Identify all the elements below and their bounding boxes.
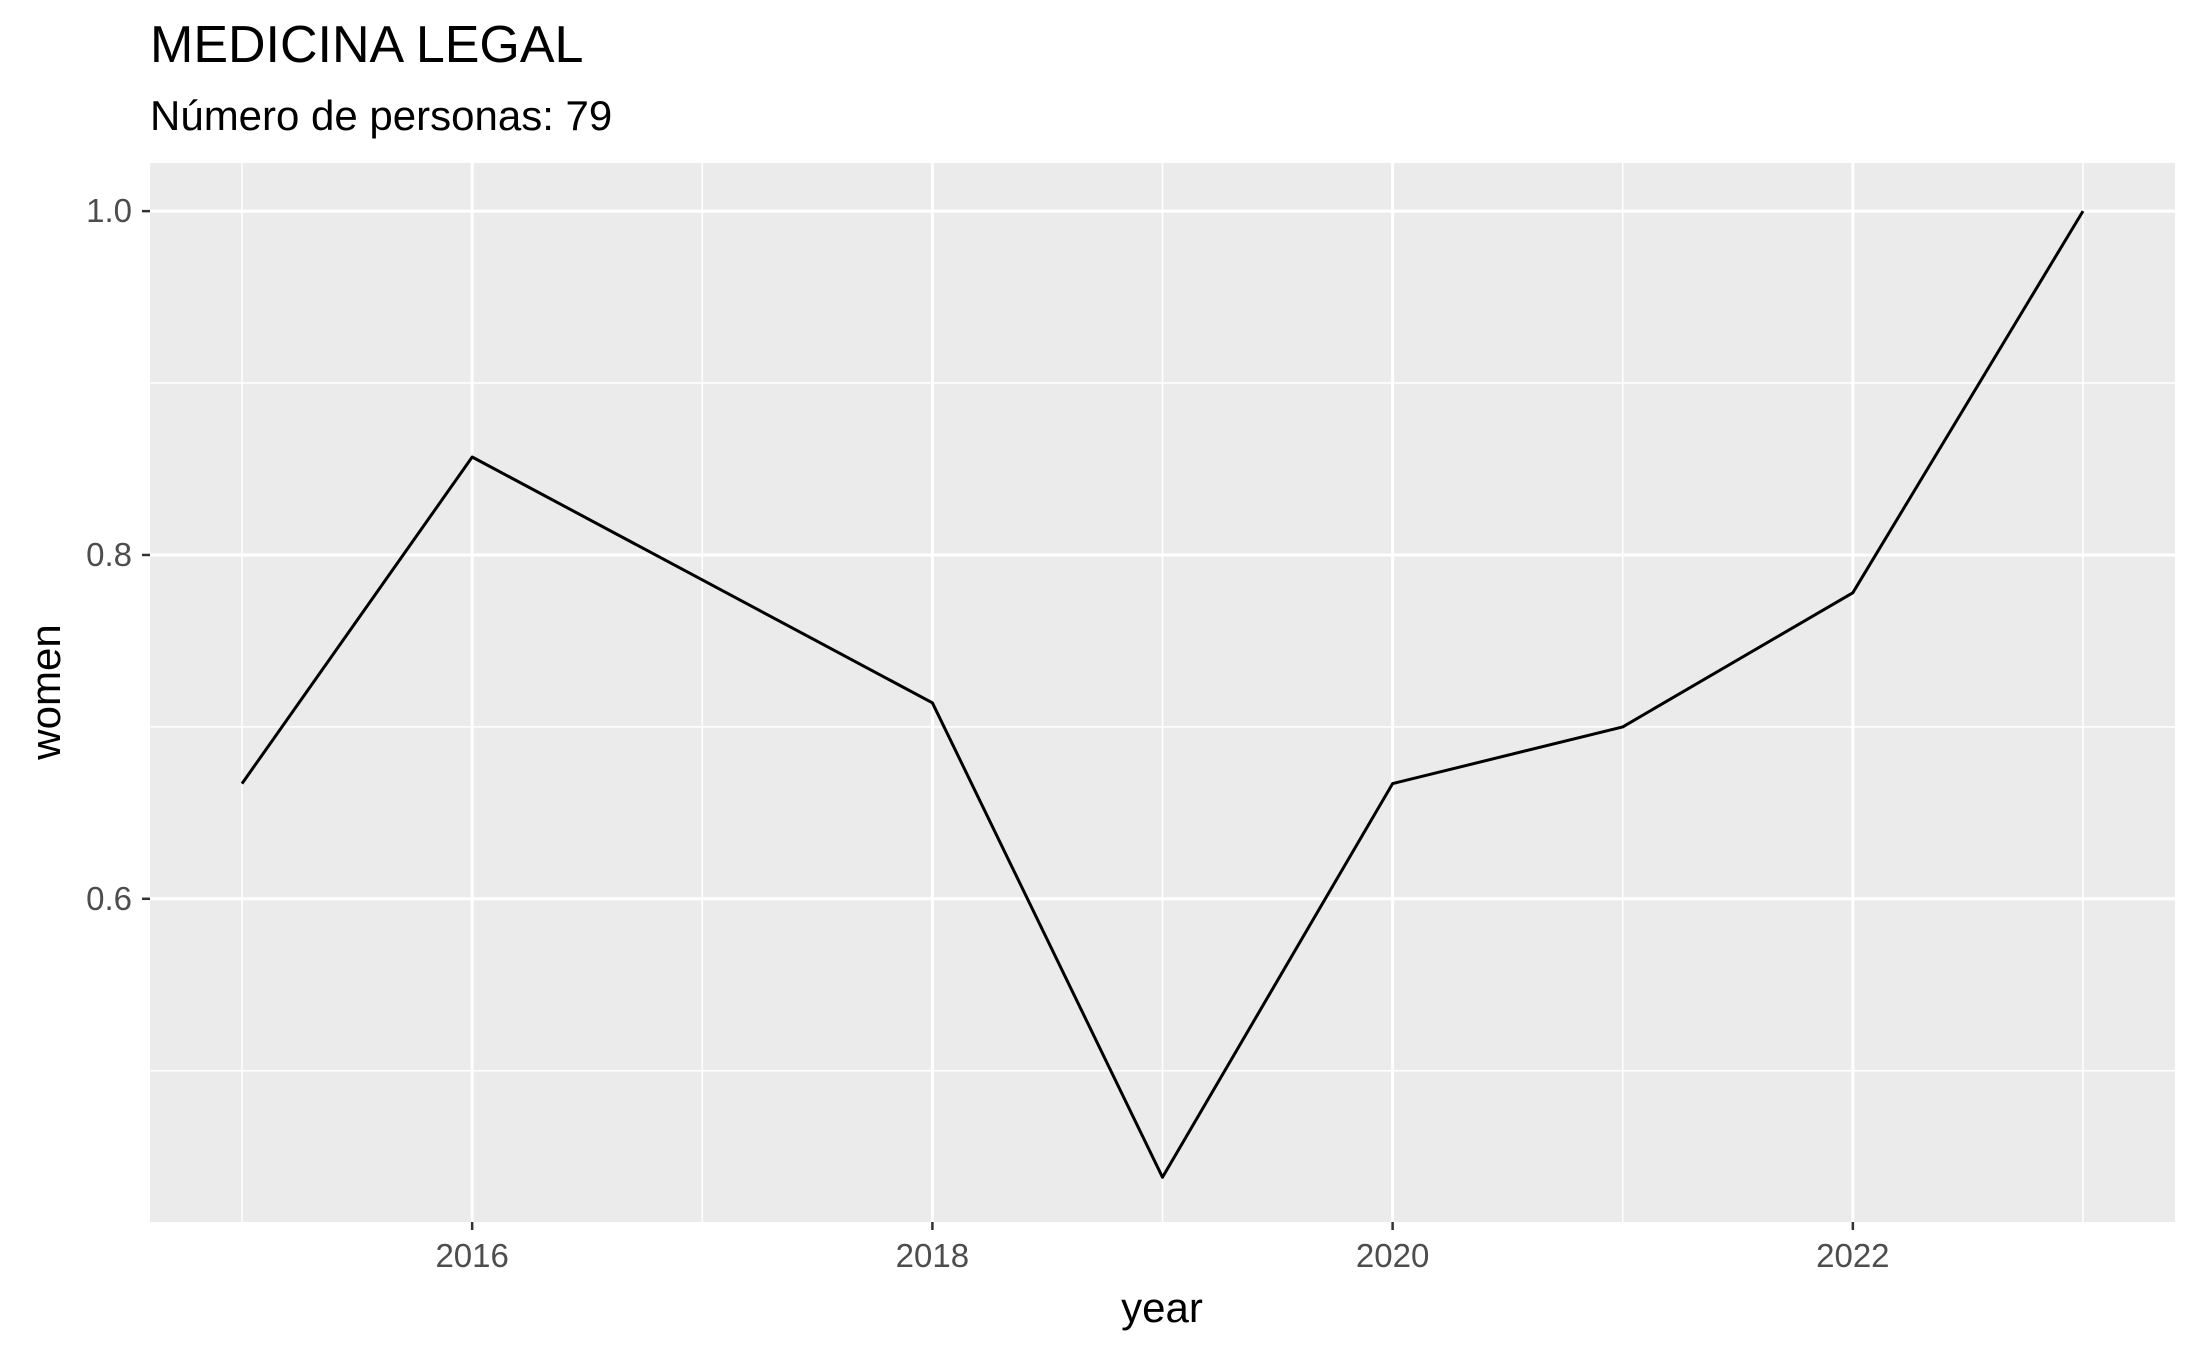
x-tick-label: 2018: [896, 1237, 969, 1274]
x-tick-label: 2016: [435, 1237, 508, 1274]
series-layer: [240, 210, 2085, 1179]
series-line: [240, 210, 2085, 1179]
y-tick-label: 0.8: [86, 536, 132, 573]
chart-title: MEDICINA LEGAL: [150, 16, 583, 74]
y-tick-label: 0.6: [86, 880, 132, 917]
x-tick-label: 2020: [1356, 1237, 1429, 1274]
y-axis: 0.6 0.8 1.0: [86, 192, 150, 917]
chart-subtitle: Número de personas: 79: [150, 92, 612, 139]
x-tick-label: 2022: [1816, 1237, 1889, 1274]
y-axis-title: women: [22, 624, 69, 760]
x-axis-title: year: [1121, 1284, 1203, 1331]
x-axis: 2016 2018 2020 2022: [435, 1222, 1890, 1274]
minor-gridlines: [150, 163, 2175, 1222]
y-tick-label: 1.0: [86, 192, 132, 229]
major-gridlines: [150, 163, 2175, 1222]
